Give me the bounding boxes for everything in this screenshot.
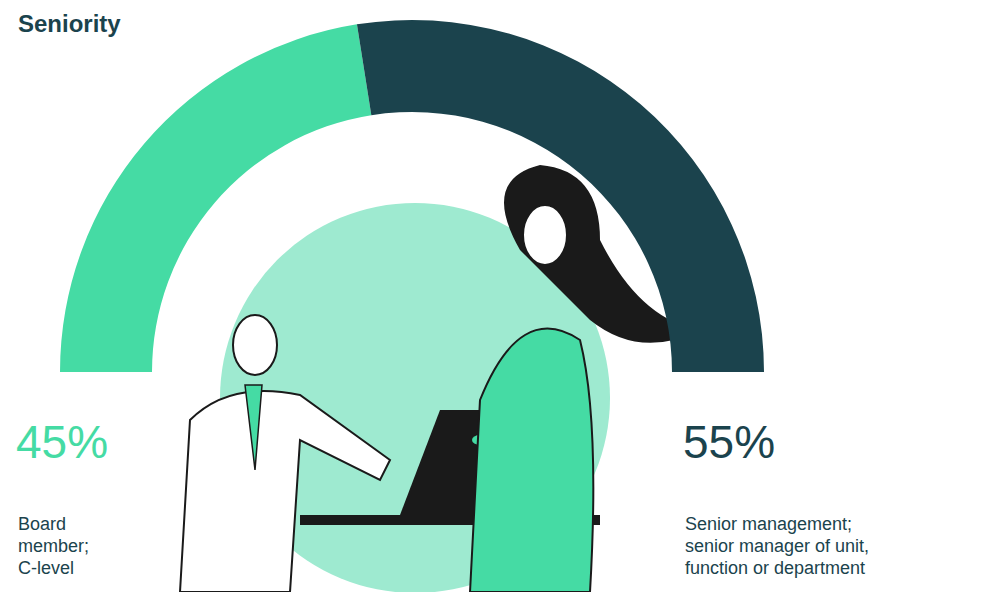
label-line: Board [18, 514, 66, 534]
label-line: function or department [685, 558, 865, 578]
value-label: 55% [683, 416, 775, 468]
label-line: Senior management; [685, 514, 852, 534]
slices [60, 20, 764, 372]
face [233, 315, 277, 375]
label-line: member; [18, 536, 89, 556]
slice [60, 24, 371, 372]
slice [357, 20, 764, 372]
person-standing [470, 329, 593, 592]
tie [245, 385, 262, 470]
label-line: senior manager of unit, [685, 536, 869, 556]
category-label: Boardmember;C-level [18, 514, 89, 578]
illustration [180, 165, 700, 592]
chart: Seniority 45% Boardmember;C-level 55% Senior… [0, 0, 982, 592]
face [523, 205, 567, 265]
value-label: 45% [16, 416, 108, 468]
person-seated [180, 391, 390, 592]
label-line: C-level [18, 558, 74, 578]
category-label: Senior management;senior manager of unit… [685, 514, 869, 578]
title: Seniority [18, 10, 121, 37]
